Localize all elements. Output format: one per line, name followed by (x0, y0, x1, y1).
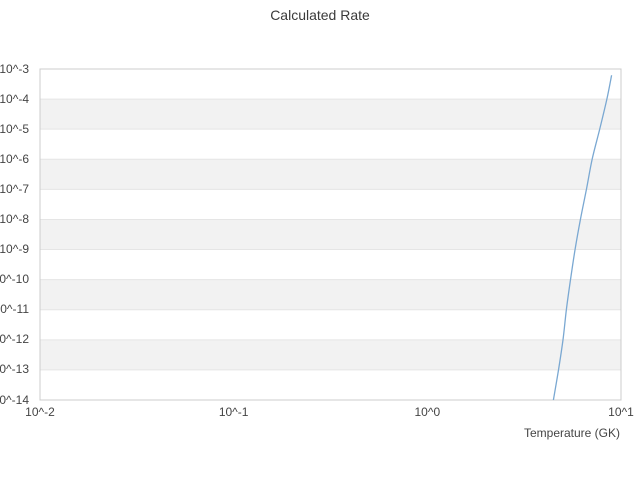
svg-text:10^-11: 10^-11 (0, 302, 29, 316)
svg-text:10^0: 10^0 (415, 405, 441, 419)
svg-text:10^-8: 10^-8 (0, 212, 29, 226)
svg-text:10^-10: 10^-10 (0, 272, 29, 286)
svg-text:10^-3: 10^-3 (0, 62, 29, 76)
svg-text:10^-7: 10^-7 (0, 182, 29, 196)
svg-text:10^-6: 10^-6 (0, 152, 29, 166)
svg-text:10^1: 10^1 (608, 405, 634, 419)
svg-text:10^-5: 10^-5 (0, 122, 29, 136)
svg-text:Temperature (GK): Temperature (GK) (524, 426, 620, 440)
svg-text:10^-12: 10^-12 (0, 332, 29, 346)
svg-text:10^-9: 10^-9 (0, 242, 29, 256)
svg-text:10^-4: 10^-4 (0, 92, 29, 106)
svg-text:10^-13: 10^-13 (0, 362, 29, 376)
svg-text:10^-1: 10^-1 (219, 405, 249, 419)
svg-text:10^-2: 10^-2 (25, 405, 55, 419)
